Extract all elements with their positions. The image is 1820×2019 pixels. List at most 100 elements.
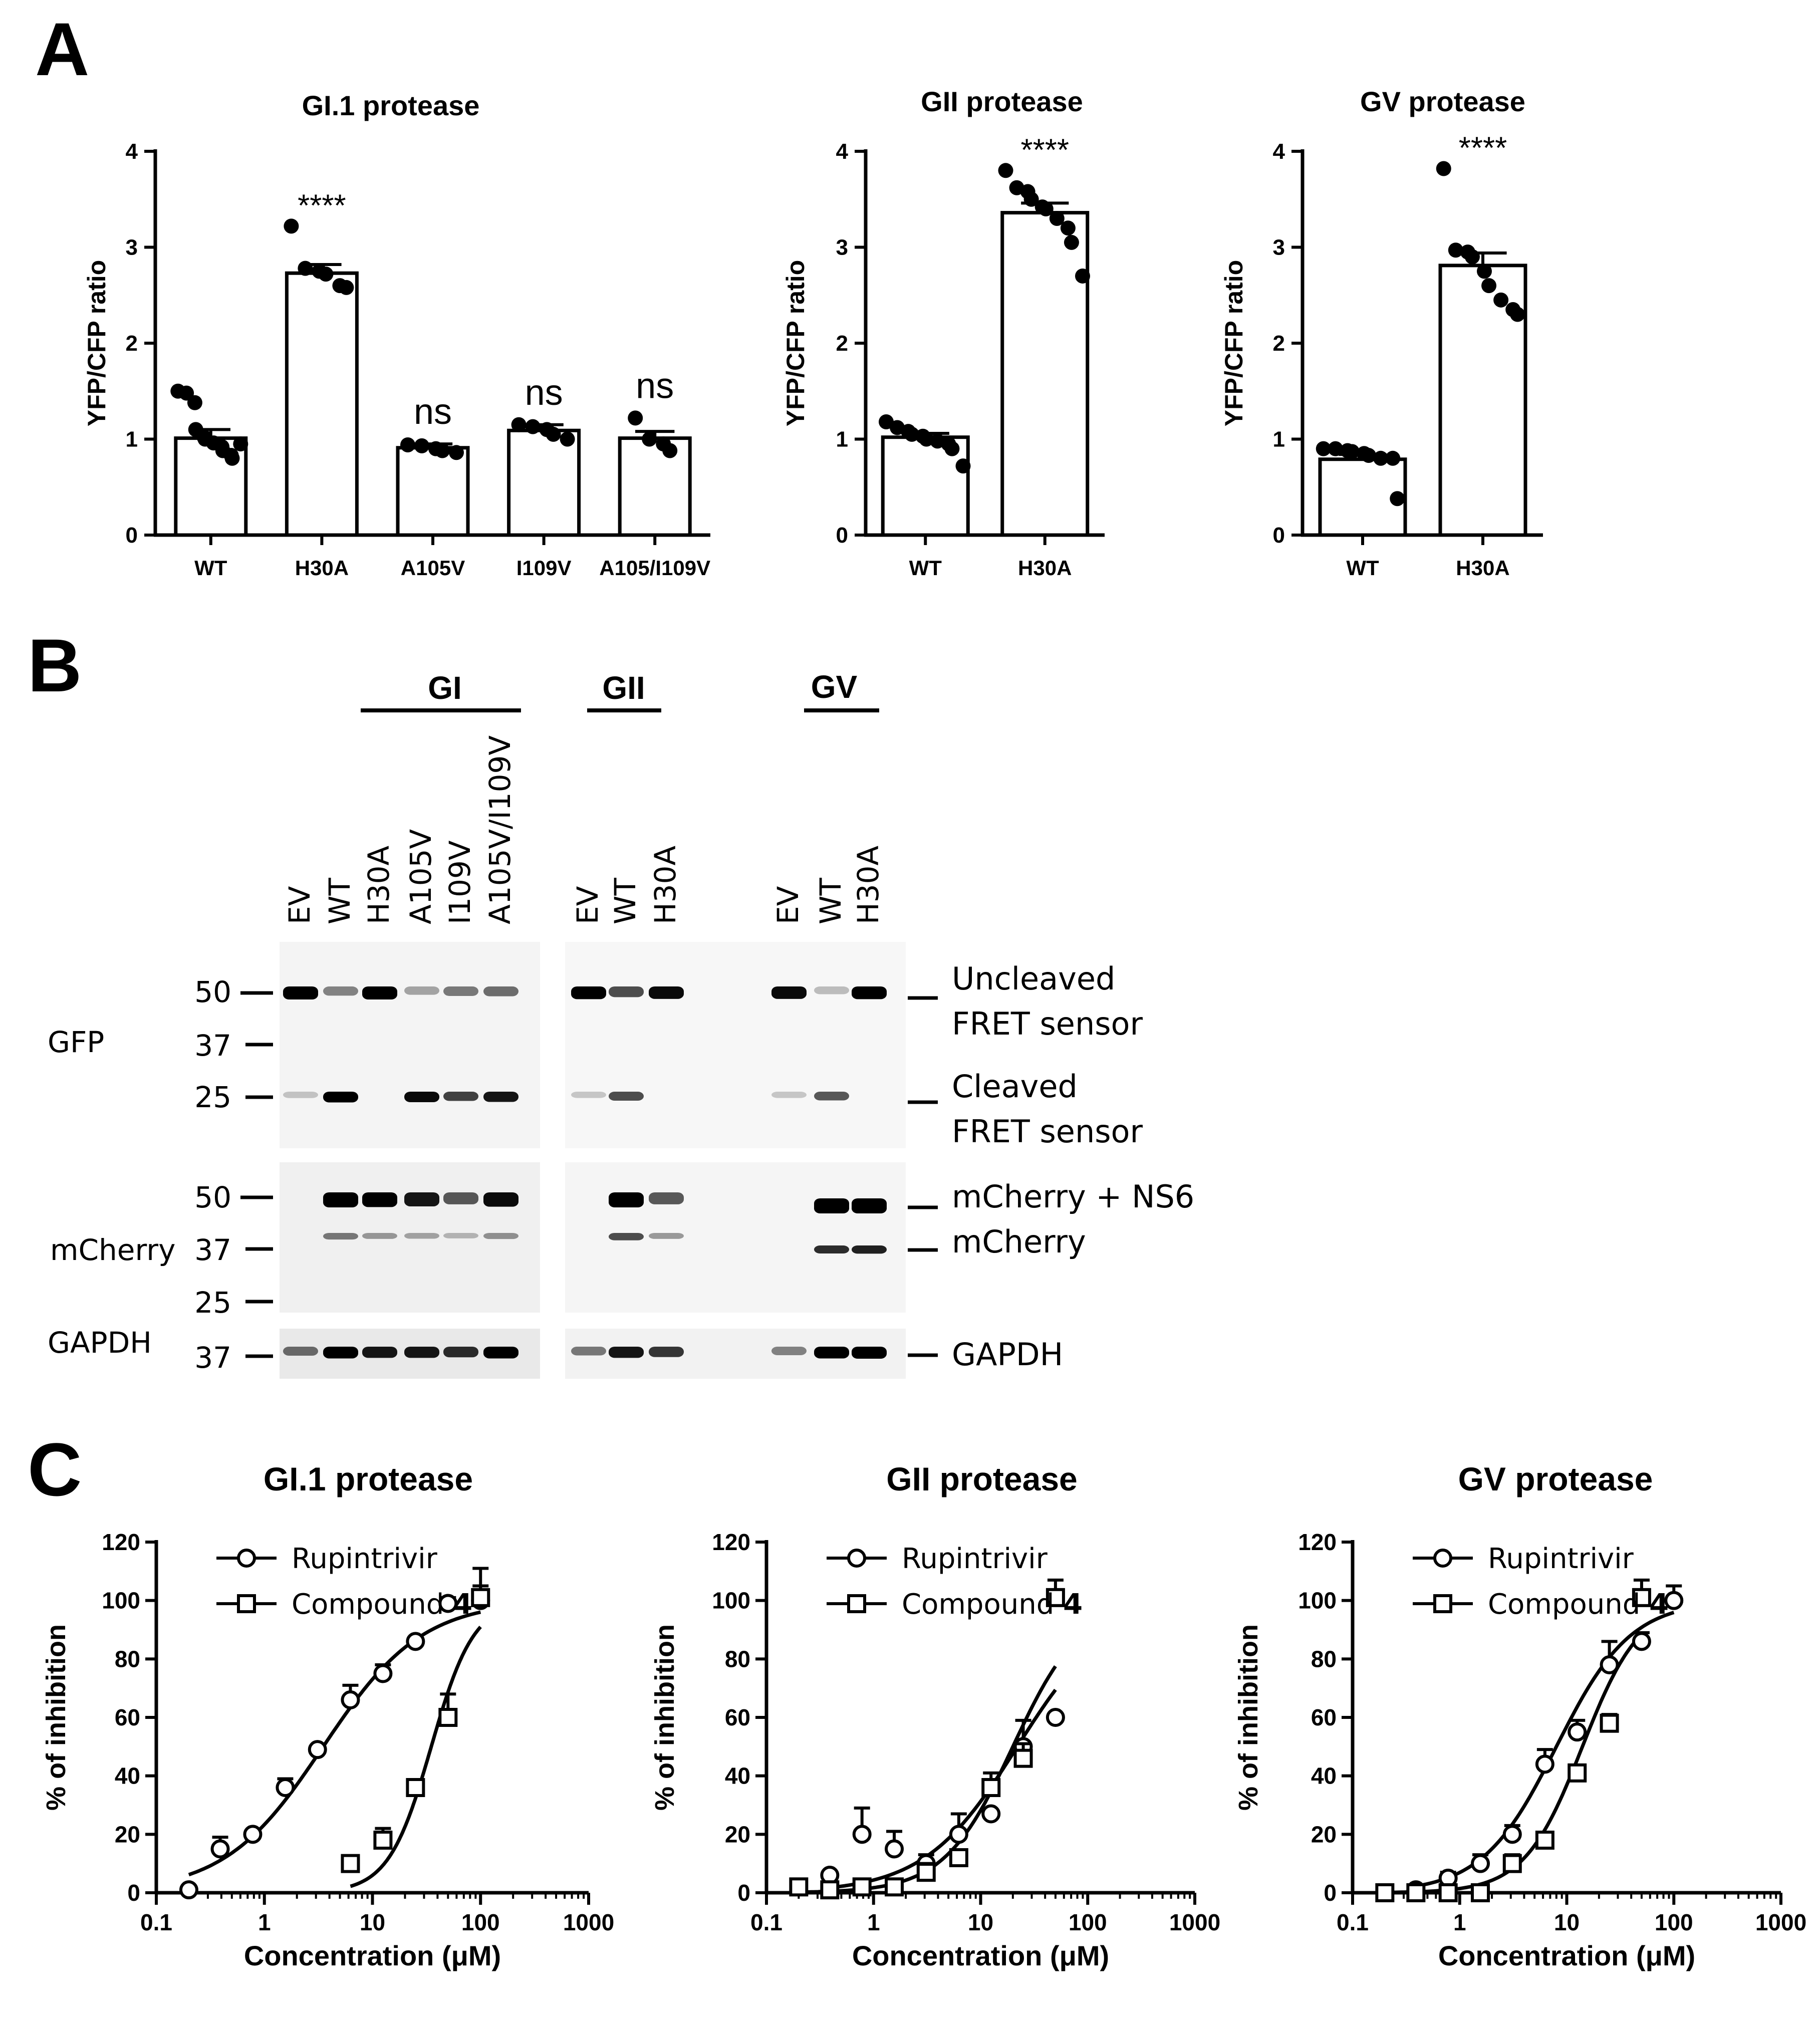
x-axis-label: Concentration (μM) bbox=[852, 1940, 1109, 1971]
y-tick-label: 60 bbox=[1311, 1704, 1337, 1730]
x-tick-label: H30A bbox=[1456, 556, 1509, 580]
bar bbox=[1000, 211, 1090, 537]
y-axis-label: YFP/CFP ratio bbox=[782, 260, 810, 426]
data-point-rupintrivir bbox=[1502, 1825, 1522, 1844]
data-point bbox=[998, 163, 1013, 178]
lane-label-left: WT bbox=[323, 878, 357, 924]
x-tick-label: 1000 bbox=[563, 1909, 614, 1935]
data-point-compound-4 bbox=[1502, 1854, 1522, 1873]
data-point bbox=[1385, 450, 1401, 466]
data-point bbox=[919, 431, 934, 447]
significance-label: **** bbox=[1459, 131, 1507, 165]
data-point bbox=[1448, 242, 1463, 258]
data-point bbox=[662, 443, 678, 458]
band-gapdh bbox=[771, 1347, 807, 1355]
legend-compound-prefix: Compound bbox=[1488, 1588, 1649, 1621]
data-point bbox=[224, 450, 240, 466]
lane-label-mid: EV bbox=[571, 886, 605, 924]
annot-uncleaved-1: Uncleaved bbox=[952, 960, 1115, 997]
y-tick-label: 80 bbox=[115, 1646, 140, 1672]
data-point bbox=[628, 410, 643, 426]
data-point bbox=[1493, 292, 1509, 308]
data-point bbox=[233, 436, 248, 452]
band-mcherry-ns6 bbox=[443, 1192, 478, 1204]
blot-group-gii: GII bbox=[602, 670, 645, 706]
significance-label: ns bbox=[414, 392, 452, 432]
data-point-rupintrivir bbox=[949, 1825, 968, 1844]
y-tick-label: 2 bbox=[836, 331, 848, 356]
data-point bbox=[400, 437, 415, 452]
blot-gfp-right bbox=[565, 942, 906, 1148]
data-point-compound-4 bbox=[949, 1848, 968, 1867]
data-point-compound-4 bbox=[885, 1877, 904, 1897]
western-blot: GI GII GV EV WT H30A A105V I109V A105V/I109V E… bbox=[48, 669, 1194, 1379]
y-tick-label: 0 bbox=[127, 1880, 140, 1906]
y-tick-label: 4 bbox=[836, 139, 849, 164]
x-tick-label: 100 bbox=[1655, 1909, 1693, 1935]
annot-gapdh: GAPDH bbox=[952, 1336, 1063, 1373]
marker-gfp-50: 50 bbox=[194, 975, 231, 1009]
data-point bbox=[1477, 264, 1492, 279]
y-tick-label: 60 bbox=[115, 1704, 140, 1730]
data-point-rupintrivir bbox=[406, 1632, 425, 1651]
data-point-rupintrivir bbox=[243, 1825, 263, 1844]
lane-label-left: I109V bbox=[443, 840, 477, 924]
x-tick-label: H30A bbox=[295, 556, 349, 580]
blot-group-gv: GV bbox=[811, 669, 858, 705]
data-point-compound-4 bbox=[406, 1778, 425, 1797]
x-tick-label: 1 bbox=[867, 1909, 880, 1935]
band-cleaved bbox=[404, 1092, 439, 1103]
band-mcherry bbox=[404, 1233, 439, 1239]
y-axis-label: YFP/CFP ratio bbox=[1220, 260, 1248, 426]
data-point bbox=[414, 438, 429, 453]
blot-bands bbox=[283, 986, 887, 1359]
x-axis-label: Concentration (μM) bbox=[1438, 1940, 1695, 1971]
data-point-compound-4 bbox=[1013, 1748, 1033, 1768]
lane-label-right: EV bbox=[771, 886, 805, 924]
data-point-rupintrivir bbox=[308, 1740, 327, 1759]
y-tick-label: 1 bbox=[836, 427, 848, 452]
y-axis-label: % of inhibition bbox=[650, 1624, 680, 1811]
x-tick-label: 1000 bbox=[1755, 1909, 1806, 1935]
band-mcherry-ns6 bbox=[404, 1192, 439, 1206]
x-tick-label: A105/I109V bbox=[599, 556, 710, 580]
data-point bbox=[904, 426, 920, 442]
band-mcherry bbox=[362, 1233, 397, 1239]
x-tick-label: 10 bbox=[968, 1909, 993, 1935]
band-cleaved bbox=[814, 1092, 849, 1101]
data-point-rupintrivir bbox=[852, 1825, 872, 1844]
data-point bbox=[449, 445, 464, 460]
marker-gapdh-37: 37 bbox=[194, 1341, 231, 1375]
band-mcherry-ns6 bbox=[852, 1198, 887, 1213]
data-point-rupintrivir bbox=[1632, 1632, 1651, 1651]
y-tick-label: 60 bbox=[725, 1704, 750, 1730]
data-point bbox=[318, 267, 334, 282]
band-gapdh bbox=[852, 1347, 887, 1359]
band-cleaved bbox=[283, 1092, 318, 1098]
band-mcherry bbox=[323, 1233, 358, 1240]
chart-title: GII protease bbox=[886, 1460, 1077, 1497]
y-axis-label: YFP/CFP ratio bbox=[83, 260, 111, 426]
y-tick-label: 80 bbox=[725, 1646, 750, 1672]
band-gapdh bbox=[404, 1347, 439, 1358]
band-gapdh bbox=[323, 1347, 358, 1359]
x-tick-label: A105V bbox=[401, 556, 465, 580]
x-tick-label: WT bbox=[1346, 556, 1379, 580]
x-tick-label: 0.1 bbox=[140, 1909, 172, 1935]
y-tick-label: 40 bbox=[1311, 1763, 1337, 1789]
legend-label-rupintrivir: Rupintrivir bbox=[292, 1543, 438, 1575]
y-tick-label: 0 bbox=[1324, 1880, 1337, 1906]
band-cleaved bbox=[771, 1092, 807, 1098]
y-tick-label: 0 bbox=[126, 523, 138, 548]
band-gapdh bbox=[609, 1347, 644, 1358]
data-point bbox=[1373, 450, 1389, 466]
band-uncleaved bbox=[609, 986, 644, 997]
legend-compound-number: 4 bbox=[453, 1588, 472, 1621]
data-point-compound-4 bbox=[1632, 1588, 1651, 1607]
legend-marker-rupintrivir bbox=[237, 1549, 256, 1568]
bar-chart-gii: GII protease YFP/CFP ratio 0 1 2 3 4 WT H30A **** bbox=[782, 86, 1105, 580]
band-uncleaved bbox=[571, 986, 606, 999]
data-point-compound-4 bbox=[981, 1778, 1001, 1797]
bar bbox=[396, 446, 470, 537]
panel-label-b: B bbox=[28, 623, 82, 707]
